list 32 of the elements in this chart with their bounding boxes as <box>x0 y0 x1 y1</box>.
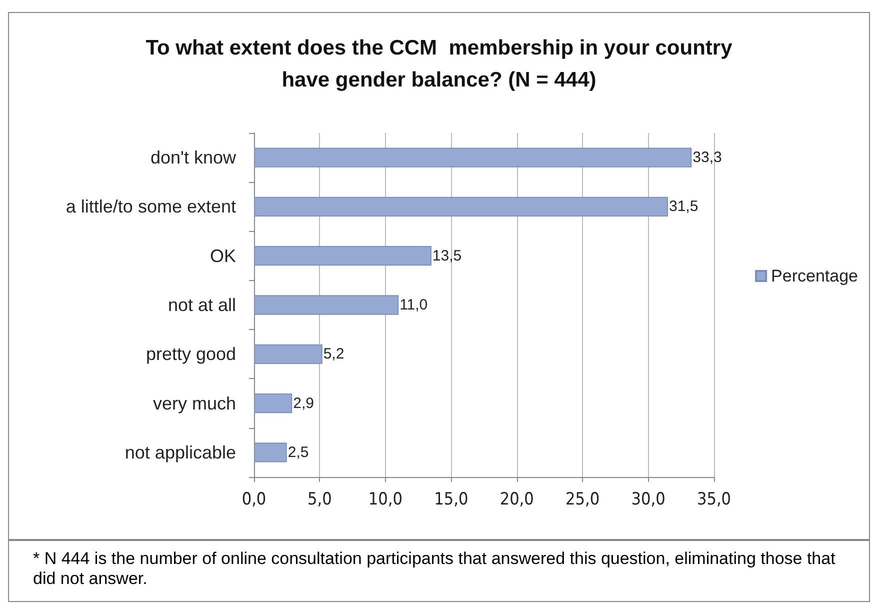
y-tick-label: pretty good <box>146 344 236 364</box>
y-tick-label: not applicable <box>124 442 236 462</box>
y-tick-label: a little/to some extent <box>66 196 236 217</box>
x-tick-label: 5,0 <box>308 490 332 510</box>
bar <box>254 393 292 414</box>
data-label: 31,5 <box>669 198 698 216</box>
x-tick-label: 15,0 <box>434 490 468 510</box>
y-tick-label: very much <box>152 393 236 414</box>
bar <box>254 148 692 168</box>
bar <box>254 442 287 462</box>
data-label: 33,3 <box>692 149 722 166</box>
y-tick-label: OK <box>210 246 236 266</box>
bar <box>254 246 432 266</box>
legend-label: Percentage <box>771 266 858 286</box>
x-tick-label: 0,0 <box>242 490 266 510</box>
x-tick-label: 25,0 <box>566 490 600 510</box>
data-label: 11,0 <box>400 296 428 314</box>
x-tick-label: 30,0 <box>631 490 666 510</box>
data-label: 2,5 <box>288 444 309 461</box>
bar <box>254 196 668 217</box>
bar <box>254 295 399 315</box>
x-tick-label: 20,0 <box>500 490 534 510</box>
y-tick-label: not at all <box>168 295 236 315</box>
chart-title: To what extent does the CCM membership in your country have gender balance? (N = 444) <box>146 36 733 92</box>
x-tick-label: 35,0 <box>696 490 732 510</box>
data-label: 5,2 <box>323 346 344 363</box>
y-tick-label: don't know <box>150 148 237 168</box>
text: * N 444 is the number of online consultation participants that answered this question, eliminating those that did not answer. <box>33 549 836 589</box>
data-label: 13,5 <box>432 247 462 264</box>
data-label: 2,9 <box>293 394 314 412</box>
x-tick-label: 10,0 <box>368 490 402 510</box>
bar <box>254 344 322 364</box>
